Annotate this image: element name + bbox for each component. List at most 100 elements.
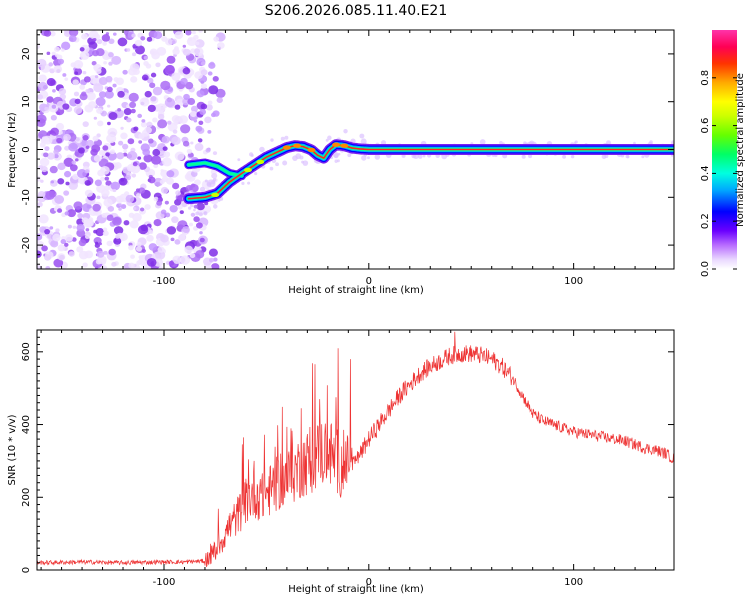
snr-series-line bbox=[37, 331, 674, 568]
noise-speckle bbox=[120, 204, 127, 209]
noise-speckle bbox=[64, 234, 73, 242]
noise-speckle bbox=[174, 104, 181, 110]
noise-speckle bbox=[186, 37, 197, 47]
noise-speckle bbox=[64, 242, 69, 247]
spectrogram-heatmap bbox=[37, 30, 674, 269]
noise-speckle bbox=[153, 177, 163, 187]
ridge-hotspot bbox=[293, 143, 302, 148]
noise-speckle bbox=[116, 152, 125, 160]
noise-speckle bbox=[213, 36, 220, 42]
noise-speckle bbox=[76, 246, 84, 253]
noise-speckle bbox=[129, 101, 137, 109]
noise-speckle bbox=[125, 174, 132, 181]
noise-speckle bbox=[212, 76, 219, 82]
noise-speckle bbox=[187, 97, 196, 105]
noise-speckle bbox=[177, 204, 183, 210]
noise-speckle bbox=[44, 229, 51, 235]
noise-speckle bbox=[127, 150, 138, 161]
noise-speckle bbox=[98, 242, 102, 246]
noise-speckle bbox=[133, 126, 139, 132]
halo-speckle bbox=[275, 162, 279, 167]
noise-speckle bbox=[135, 188, 140, 192]
noise-speckle bbox=[189, 110, 197, 118]
spectrogram-y-tick-label: 10 bbox=[21, 95, 32, 108]
noise-speckle bbox=[84, 169, 90, 174]
spectrogram-y-tick-label: -10 bbox=[21, 189, 32, 205]
noise-speckle bbox=[105, 152, 110, 157]
noise-speckle bbox=[108, 111, 118, 121]
noise-speckle bbox=[39, 157, 50, 167]
noise-speckle bbox=[138, 162, 147, 170]
noise-speckle bbox=[74, 98, 81, 105]
noise-speckle bbox=[162, 146, 168, 151]
colorbar-label: Normalized spectral amplitude bbox=[735, 73, 746, 227]
halo-speckle bbox=[195, 211, 200, 216]
noise-speckle bbox=[139, 97, 150, 107]
snr-y-tick-label: 400 bbox=[21, 415, 32, 434]
spectrogram-y-tick-label: 20 bbox=[21, 48, 32, 61]
halo-speckle bbox=[187, 206, 192, 210]
noise-speckle bbox=[62, 103, 70, 110]
noise-speckle bbox=[170, 237, 175, 242]
noise-speckle bbox=[37, 114, 47, 124]
noise-speckle bbox=[182, 48, 191, 56]
noise-speckle bbox=[204, 116, 212, 124]
noise-speckle bbox=[95, 48, 105, 57]
noise-speckle bbox=[194, 143, 204, 152]
noise-speckle bbox=[112, 216, 122, 226]
noise-speckle bbox=[49, 226, 54, 230]
noise-speckle bbox=[52, 89, 56, 93]
noise-speckle bbox=[78, 239, 87, 247]
noise-speckle bbox=[64, 77, 69, 81]
noise-speckle bbox=[130, 254, 135, 259]
noise-speckle bbox=[54, 46, 60, 52]
noise-speckle bbox=[148, 229, 154, 235]
noise-speckle bbox=[200, 61, 206, 66]
spectrogram-x-tick-label: 100 bbox=[564, 276, 583, 287]
noise-speckle bbox=[123, 149, 128, 153]
noise-speckle bbox=[188, 222, 194, 227]
halo-speckle bbox=[573, 141, 577, 145]
ridge-hotspot bbox=[307, 147, 316, 153]
noise-speckle bbox=[123, 220, 130, 226]
noise-speckle bbox=[51, 104, 57, 109]
spectrogram-x-tick-label: -100 bbox=[153, 276, 176, 287]
snr-y-tick-label: 0 bbox=[21, 567, 32, 573]
noise-speckle bbox=[61, 236, 66, 240]
halo-speckle bbox=[282, 160, 288, 166]
noise-speckle bbox=[93, 83, 104, 93]
noise-speckle bbox=[126, 48, 131, 52]
spectrogram-ridge bbox=[183, 139, 674, 205]
noise-speckle bbox=[195, 222, 203, 229]
noise-speckle bbox=[150, 72, 157, 78]
noise-speckle bbox=[38, 214, 49, 224]
halo-speckle bbox=[641, 155, 645, 159]
halo-speckle bbox=[198, 212, 203, 217]
noise-speckle bbox=[190, 212, 196, 217]
noise-speckle bbox=[182, 140, 190, 147]
noise-speckle bbox=[199, 231, 203, 235]
noise-speckle bbox=[141, 119, 146, 123]
noise-speckle bbox=[78, 147, 85, 154]
halo-speckle bbox=[203, 211, 208, 216]
noise-speckle bbox=[136, 241, 142, 247]
noise-speckle bbox=[50, 180, 55, 184]
noise-speckle bbox=[160, 186, 169, 194]
snr-x-axis-label: Height of straight line (km) bbox=[288, 584, 424, 595]
halo-speckle bbox=[604, 154, 609, 159]
noise-speckle bbox=[73, 91, 80, 97]
halo-speckle bbox=[280, 136, 285, 141]
halo-speckle bbox=[270, 138, 274, 142]
halo-speckle bbox=[343, 129, 348, 134]
noise-speckle bbox=[207, 130, 212, 134]
noise-speckle bbox=[110, 181, 121, 191]
snr-axes: -100 0 100 0 200 400 600 bbox=[21, 330, 674, 588]
noise-speckle bbox=[96, 184, 106, 193]
noise-speckle bbox=[137, 259, 144, 265]
noise-speckle bbox=[52, 233, 61, 242]
noise-speckle bbox=[180, 77, 188, 85]
noise-speckle bbox=[77, 212, 84, 219]
noise-speckle bbox=[126, 117, 132, 123]
